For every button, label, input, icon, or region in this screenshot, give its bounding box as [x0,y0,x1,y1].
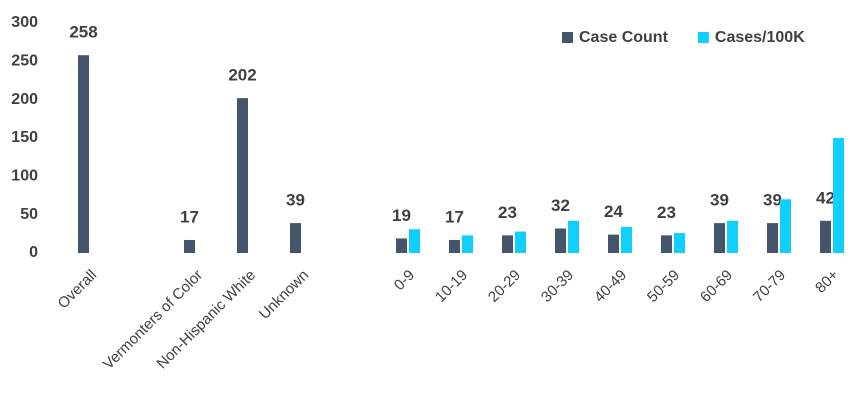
x-tick-label: 70-79 [750,267,789,306]
data-label: 258 [69,23,97,42]
bar [78,55,89,254]
x-tick-label: Overall [55,267,101,313]
data-label: 39 [763,191,782,210]
bar [661,235,672,253]
x-tick-label: Vermonters of Color [100,267,206,373]
data-label: 19 [392,206,411,225]
bar [714,223,725,253]
data-label: 202 [228,66,256,85]
bar [608,234,619,253]
y-tick-label: 200 [11,91,38,108]
bar [290,223,301,253]
data-label: 17 [180,207,199,226]
bar [780,199,791,253]
data-label: 17 [445,207,464,226]
y-tick-label: 100 [11,168,38,185]
x-tick-label: 0-9 [391,267,418,294]
x-tick-label: 60-69 [697,267,736,306]
bar [555,228,566,253]
y-tick-label: 250 [11,53,38,70]
data-label: 23 [498,203,517,222]
bar [568,220,579,253]
x-tick-label: 50-59 [644,267,683,306]
bar [727,220,738,253]
y-tick-label: 0 [29,244,38,261]
x-tick-label: 80+ [812,266,842,296]
x-tick-label: 20-29 [485,267,524,306]
bar [820,220,831,253]
bar [449,239,460,253]
bar [409,229,420,253]
data-label: 39 [286,191,305,210]
x-tick-label: 30-39 [538,267,577,306]
bar [462,235,473,253]
x-tick-label: Unknown [256,267,312,323]
data-label: 39 [710,191,729,210]
y-tick-label: 50 [20,206,38,223]
bar [621,226,632,253]
x-tick-label: 10-19 [432,267,471,306]
x-tick-label: Non-Hispanic White [153,267,259,373]
data-label: 24 [604,202,623,221]
bar [237,98,248,253]
data-label: 32 [551,196,570,215]
y-tick-label: 150 [11,129,38,146]
bar [674,233,685,253]
legend-label: Cases/100K [715,29,805,46]
y-tick-label: 300 [11,14,38,31]
data-label: 23 [657,203,676,222]
data-label: 42 [816,188,835,207]
bar [396,238,407,253]
legend-label: Case Count [579,29,669,46]
bar [833,138,844,253]
legend-swatch [562,32,573,43]
bar [184,239,195,253]
x-tick-label: 40-49 [591,267,630,306]
bar [767,223,778,253]
bar [515,231,526,253]
legend-swatch [697,32,709,43]
bar [502,235,513,253]
